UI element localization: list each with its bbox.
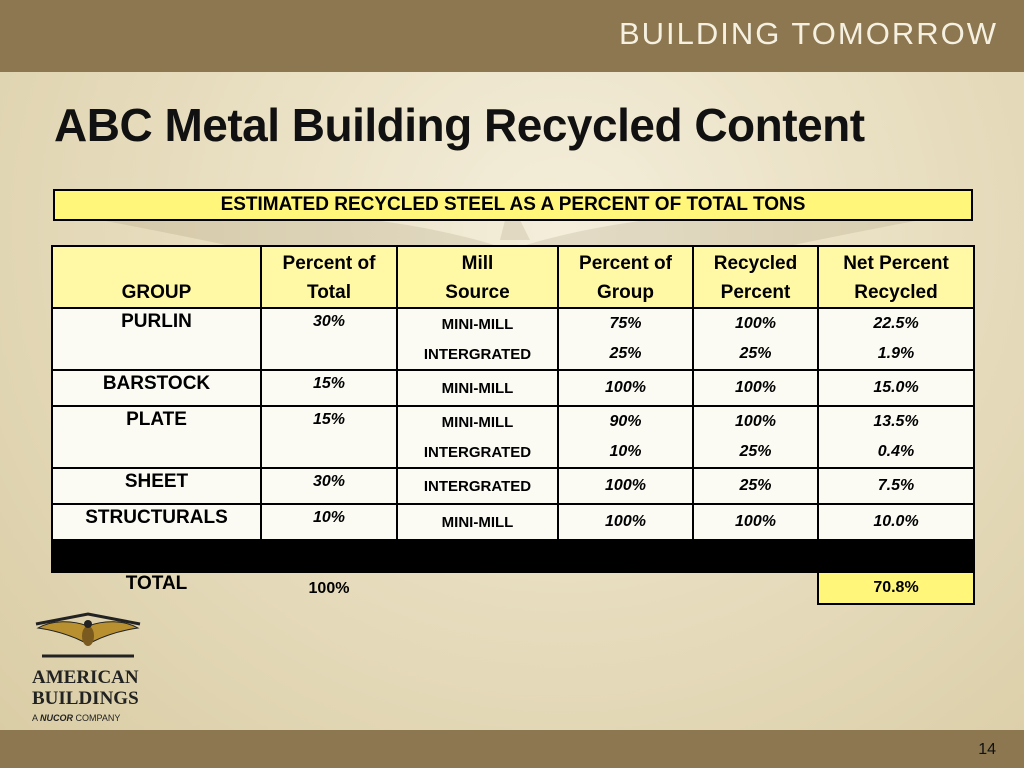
table-header-row: GROUP Percent of Total Mill Source Percent… (51, 245, 975, 309)
pct-total-cell: 30% (260, 467, 398, 505)
net-pct-cell: 22.5% (817, 307, 975, 339)
mill-source-cell: MINI-MILL (396, 405, 559, 437)
total-row: TOTAL 100% 70.8% (52, 571, 975, 605)
net-pct-cell: 1.9% (817, 339, 975, 371)
table-row: PURLIN 30% MINI-MILL 75% 100% 22.5% (51, 307, 975, 371)
total-pct: 100% (308, 579, 350, 597)
table-row: BARSTOCK 15% MINI-MILL 100% 100% 15.0% (51, 369, 975, 407)
total-label: TOTAL (125, 573, 188, 594)
pct-group-cell: 25% (557, 339, 694, 371)
pct-total-cell: 15% (260, 369, 398, 407)
col-header-pct-total: Percent of Total (260, 245, 398, 309)
mill-source-cell: INTERGRATED (396, 467, 559, 505)
pct-group-cell: 100% (557, 369, 694, 407)
col-header-mill-source: Mill Source (396, 245, 559, 309)
top-banner: BUILDING TOMORROW (0, 0, 1024, 72)
pct-group-cell: 100% (557, 503, 694, 541)
brand-tagline: BUILDING TOMORROW (618, 16, 998, 51)
group-cell: PURLIN (51, 307, 262, 371)
col-header-net-pct: Net Percent Recycled (817, 245, 975, 309)
logo-name: AMERICAN BUILDINGS (32, 667, 139, 709)
table-row: INTERGRATED 10% 25% 0.4% (52, 437, 975, 469)
mill-source-cell: MINI-MILL (396, 369, 559, 407)
pct-total-cell: 15% (260, 405, 398, 469)
pct-group-cell: 10% (557, 437, 694, 469)
recycled-pct-cell: 25% (692, 467, 819, 505)
recycled-pct-cell: 100% (692, 307, 819, 339)
recycled-pct-cell: 25% (692, 437, 819, 469)
mill-source-cell: INTERGRATED (396, 339, 559, 371)
net-pct-cell: 7.5% (817, 467, 975, 505)
separator-row (51, 539, 975, 573)
american-buildings-logo: AMERICAN BUILDINGS A NUCOR COMPANY (32, 612, 152, 723)
recycled-content-table: GROUP Percent of Total Mill Source Percent… (51, 245, 975, 605)
mill-source-cell: MINI-MILL (396, 503, 559, 541)
group-cell: PLATE (51, 405, 262, 469)
recycled-pct-cell: 100% (692, 369, 819, 407)
recycled-pct-cell: 100% (692, 405, 819, 437)
net-pct-cell: 15.0% (817, 369, 975, 407)
net-pct-cell: 10.0% (817, 503, 975, 541)
table-row: STRUCTURALS 10% MINI-MILL 100% 100% 10.0% (51, 503, 975, 541)
table-caption: ESTIMATED RECYCLED STEEL AS A PERCENT OF… (53, 189, 973, 221)
col-header-pct-group: Percent of Group (557, 245, 694, 309)
eagle-logo-icon (35, 612, 141, 658)
table-row: PLATE 15% MINI-MILL 90% 100% 13.5% (51, 405, 975, 469)
total-net-value: 70.8% (817, 571, 975, 605)
recycled-pct-cell: 100% (692, 503, 819, 541)
group-cell: BARSTOCK (51, 369, 262, 407)
group-cell: SHEET (51, 467, 262, 505)
mill-source-cell: INTERGRATED (396, 437, 559, 469)
col-header-recycled-pct: Recycled Percent (692, 245, 819, 309)
logo-subline: A NUCOR COMPANY (32, 713, 121, 723)
pct-total-cell: 10% (260, 503, 398, 541)
mill-source-cell: MINI-MILL (396, 307, 559, 339)
page-number: 14 (978, 741, 996, 758)
table-row: SHEET 30% INTERGRATED 100% 25% 7.5% (51, 467, 975, 505)
group-cell: STRUCTURALS (51, 503, 262, 541)
pct-group-cell: 100% (557, 467, 694, 505)
table-row: INTERGRATED 25% 25% 1.9% (52, 339, 975, 371)
pct-group-cell: 90% (557, 405, 694, 437)
col-header-group: GROUP (51, 245, 262, 309)
pct-total-cell: 30% (260, 307, 398, 371)
bottom-banner: 14 (0, 730, 1024, 768)
net-pct-cell: 13.5% (817, 405, 975, 437)
pct-group-cell: 75% (557, 307, 694, 339)
page-title: ABC Metal Building Recycled Content (54, 99, 865, 151)
recycled-pct-cell: 25% (692, 339, 819, 371)
net-pct-cell: 0.4% (817, 437, 975, 469)
